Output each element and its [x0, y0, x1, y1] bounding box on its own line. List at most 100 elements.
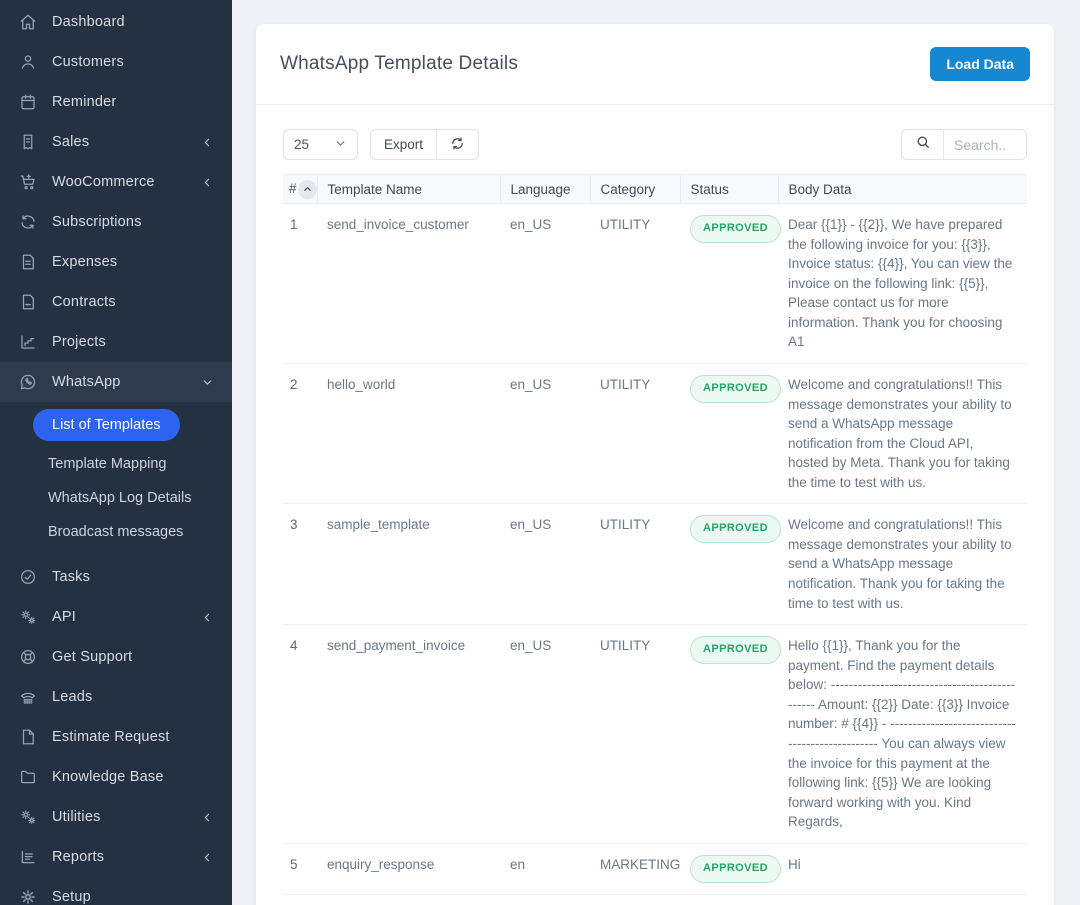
refresh-button[interactable]: [436, 130, 479, 159]
chevron-down-icon: [201, 376, 214, 389]
column-header-body-data[interactable]: Body Data: [777, 174, 1027, 204]
column-header-language[interactable]: Language: [499, 174, 590, 204]
sidebar-item-reports[interactable]: Reports: [0, 837, 232, 877]
cell-category: MARKETING: [590, 843, 680, 895]
folder-icon: [17, 768, 38, 786]
cell-status: APPROVED: [680, 624, 781, 844]
refresh-icon: [450, 136, 465, 154]
cell-template-name: enquiry_response: [317, 843, 500, 895]
chevron-left-icon: [201, 611, 214, 624]
sidebar-item-subscriptions[interactable]: Subscriptions: [0, 202, 232, 242]
load-data-button[interactable]: Load Data: [930, 47, 1030, 81]
sidebar-item-label: Customers: [52, 54, 124, 70]
table-row: 4 send_payment_invoice en_US UTILITY APPROVE…: [283, 624, 1027, 844]
whatsapp-icon: [17, 373, 38, 391]
cell-index: 5: [283, 843, 317, 895]
sidebar-item-label: Tasks: [52, 569, 91, 585]
sidebar-item-leads[interactable]: Leads: [0, 677, 232, 717]
chevron-left-icon: [201, 136, 214, 149]
cell-index: 1: [283, 203, 317, 364]
sidebar-item-sales[interactable]: Sales: [0, 122, 232, 162]
cell-language: en_US: [500, 624, 590, 844]
search-input[interactable]: [944, 130, 1026, 159]
cell-category: MARKETING: [590, 894, 680, 905]
sidebar-item-label: Subscriptions: [52, 214, 142, 230]
table-row: 2 hello_world en_US UTILITY APPROVED Welcome …: [283, 363, 1027, 505]
cell-template-name: enquiry_message_response: [317, 894, 500, 905]
sidebar-subitem-list-of-templates[interactable]: List of Templates: [33, 409, 180, 441]
sidebar-item-tasks[interactable]: Tasks: [0, 557, 232, 597]
projects-icon: [17, 333, 38, 351]
cell-body-data: Hello {{1}}, Thank you for the payment. …: [778, 624, 1027, 844]
cell-body-data: Welcome and congratulations!! This messa…: [778, 503, 1027, 626]
export-button-group: Export: [370, 129, 480, 160]
sidebar-item-estimate-request[interactable]: Estimate Request: [0, 717, 232, 757]
cell-language: en_US: [500, 203, 590, 364]
sort-ascending-button[interactable]: [297, 179, 317, 199]
search-box: [901, 129, 1027, 160]
page-size-select[interactable]: 25: [283, 129, 358, 160]
cell-status: APPROVED: [680, 363, 781, 505]
sidebar-subitem-label: WhatsApp Log Details: [48, 490, 192, 506]
sidebar-subitem-label: Template Mapping: [48, 456, 167, 472]
cell-body-data: Hello, We offer different driving lesson…: [778, 894, 1027, 905]
status-badge: APPROVED: [690, 215, 781, 243]
file-signature-icon: [17, 293, 38, 311]
table-row: 5 enquiry_response en MARKETING APPROVED Hi: [283, 843, 1027, 895]
export-button[interactable]: Export: [371, 130, 437, 159]
column-header-status[interactable]: Status: [679, 174, 778, 204]
cell-language: en: [500, 843, 590, 895]
sidebar-nav: Dashboard Customers Reminder Sales WooCommer…: [0, 2, 232, 905]
sidebar-item-projects[interactable]: Projects: [0, 322, 232, 362]
sidebar-item-label: Get Support: [52, 649, 133, 665]
sidebar-item-woocommerce[interactable]: WooCommerce: [0, 162, 232, 202]
gears-icon: [17, 608, 38, 626]
cell-template-name: hello_world: [317, 363, 500, 505]
cell-language: en_US: [500, 503, 590, 626]
table-row: 6enquiry_message_responseenMARKETINGAPPR…: [283, 894, 1027, 905]
sidebar-item-label: Setup: [52, 889, 91, 905]
sidebar-item-api[interactable]: API: [0, 597, 232, 637]
gears-icon: [17, 808, 38, 826]
sidebar-item-get-support[interactable]: Get Support: [0, 637, 232, 677]
cell-status: APPROVED: [680, 203, 781, 364]
sidebar-item-label: Utilities: [52, 809, 101, 825]
life-ring-icon: [17, 648, 38, 666]
sidebar-subitem-broadcast-messages[interactable]: Broadcast messages: [0, 515, 232, 549]
sidebar-item-contracts[interactable]: Contracts: [0, 282, 232, 322]
table-wrapper: # Template Name Language Category Status Body…: [256, 174, 1054, 905]
gear-icon: [17, 888, 38, 905]
sidebar-item-utilities[interactable]: Utilities: [0, 797, 232, 837]
sidebar-item-label: Leads: [52, 689, 93, 705]
sidebar-item-reminder[interactable]: Reminder: [0, 82, 232, 122]
cell-body-data: Welcome and congratulations!! This messa…: [778, 363, 1027, 505]
table-toolbar: 25 Export: [256, 105, 1054, 174]
phone-icon: [17, 688, 38, 706]
column-header-index[interactable]: #: [283, 174, 317, 204]
column-header-category[interactable]: Category: [589, 174, 680, 204]
cell-template-name: send_payment_invoice: [317, 624, 500, 844]
page-title: WhatsApp Template Details: [280, 53, 519, 74]
sidebar-item-dashboard[interactable]: Dashboard: [0, 2, 232, 42]
sidebar-item-customers[interactable]: Customers: [0, 42, 232, 82]
sidebar-item-label: Expenses: [52, 254, 118, 270]
cell-language: en_US: [500, 363, 590, 505]
cell-body-data: Hi: [778, 843, 1027, 895]
sidebar-subitem-template-mapping[interactable]: Template Mapping: [0, 447, 232, 481]
sidebar-item-label: Reports: [52, 849, 105, 865]
cell-status: APPROVED: [680, 843, 781, 895]
sidebar-item-expenses[interactable]: Expenses: [0, 242, 232, 282]
column-header-label: #: [289, 180, 297, 196]
sidebar-subitem-whatsapp-log-details[interactable]: WhatsApp Log Details: [0, 481, 232, 515]
page-size-value: 25: [294, 137, 310, 152]
sidebar-item-label: Dashboard: [52, 14, 125, 30]
templates-card: WhatsApp Template Details Load Data 25 E…: [256, 24, 1054, 905]
search-button[interactable]: [902, 130, 944, 159]
file-icon: [17, 728, 38, 746]
sidebar-item-label: Knowledge Base: [52, 769, 164, 785]
sidebar-item-knowledge-base[interactable]: Knowledge Base: [0, 757, 232, 797]
cell-index: 3: [283, 503, 317, 626]
sidebar-item-whatsapp[interactable]: WhatsApp: [0, 362, 232, 402]
column-header-template-name[interactable]: Template Name: [316, 174, 500, 204]
sidebar-item-setup[interactable]: Setup: [0, 877, 232, 905]
